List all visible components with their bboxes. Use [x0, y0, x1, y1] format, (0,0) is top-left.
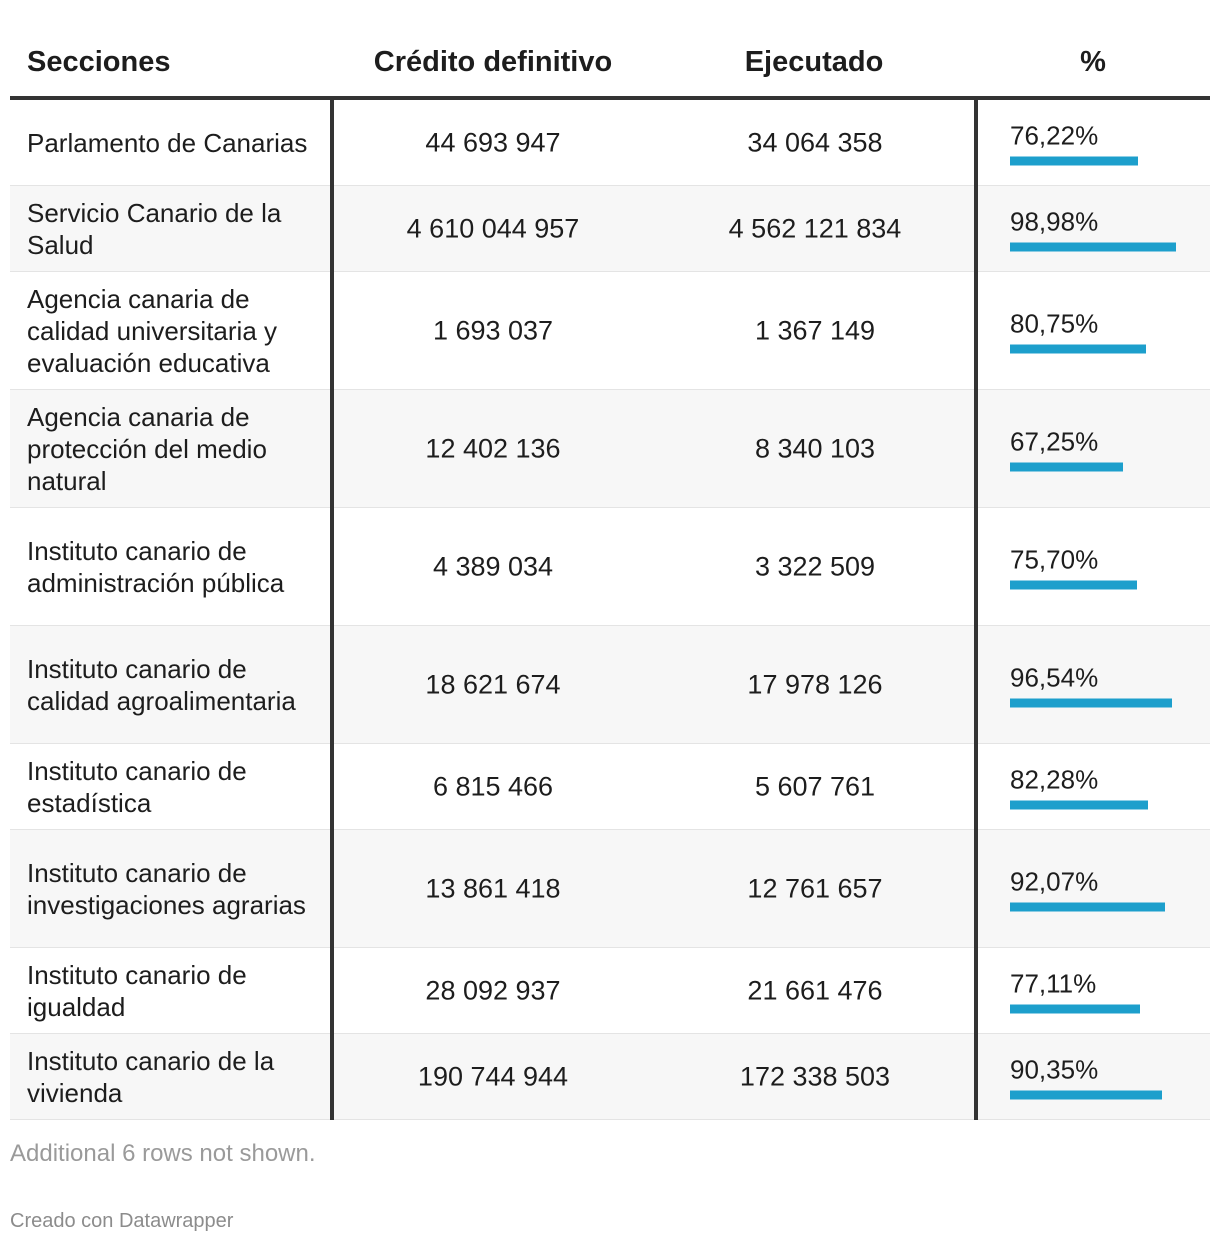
header-secciones[interactable]: Secciones	[27, 46, 171, 78]
cell-percent: 98,98%	[1010, 206, 1200, 251]
percent-bar-track	[1010, 580, 1178, 589]
cell-seccion: Instituto canario de igualdad	[27, 959, 247, 1022]
cell-ejecutado: 3 322 509	[754, 551, 876, 581]
table-body: Parlamento de Canarias 44 693 947 34 064 3…	[10, 100, 1210, 1120]
cell-seccion: Agencia canaria de protección del medio …	[27, 401, 267, 496]
percent-bar-track	[1010, 1090, 1178, 1099]
percent-bar-track	[1010, 242, 1178, 251]
percent-bar	[1010, 698, 1173, 707]
table-row: Instituto canario de administración públ…	[10, 508, 1210, 626]
cell-percent: 76,22%	[1010, 120, 1200, 165]
percent-label: 98,98%	[1010, 206, 1099, 236]
table-row: Instituto canario de investigaciones agr…	[10, 830, 1210, 948]
cell-percent: 75,70%	[1010, 544, 1200, 589]
cell-credito: 13 861 418	[425, 873, 561, 903]
percent-label: 82,28%	[1010, 764, 1099, 794]
cell-percent: 67,25%	[1010, 426, 1200, 471]
cell-percent: 96,54%	[1010, 662, 1200, 707]
table-row: Agencia canaria de calidad universitaria…	[10, 272, 1210, 390]
percent-label: 77,11%	[1010, 968, 1097, 998]
percent-bar	[1010, 800, 1149, 809]
percent-bar-track	[1010, 1004, 1178, 1013]
header-percent[interactable]: %	[1080, 46, 1106, 78]
cell-seccion: Instituto canario de investigaciones agr…	[27, 857, 306, 920]
cell-ejecutado: 5 607 761	[754, 771, 876, 801]
percent-bar	[1010, 242, 1177, 251]
table-row: Instituto canario de estadística 6 815 46…	[10, 744, 1210, 830]
cell-seccion: Agencia canaria de calidad universitaria…	[27, 283, 278, 378]
cell-ejecutado: 34 064 358	[747, 127, 883, 157]
table-row: Parlamento de Canarias 44 693 947 34 064 3…	[10, 100, 1210, 186]
cell-credito: 4 389 034	[432, 551, 554, 581]
percent-label: 92,07%	[1010, 866, 1099, 896]
percent-label: 96,54%	[1010, 662, 1099, 692]
cell-seccion: Parlamento de Canarias	[27, 127, 308, 158]
cell-credito: 190 744 944	[417, 1061, 569, 1091]
percent-bar	[1010, 156, 1139, 165]
cell-seccion: Instituto canario de la vivienda	[27, 1045, 275, 1108]
percent-label: 75,70%	[1010, 544, 1099, 574]
cell-ejecutado: 4 562 121 834	[728, 213, 902, 243]
cell-credito: 6 815 466	[432, 771, 554, 801]
percent-bar-track	[1010, 156, 1178, 165]
cell-credito: 12 402 136	[425, 433, 561, 463]
header-credito-definitivo[interactable]: Crédito definitivo	[373, 46, 613, 78]
cell-credito: 44 693 947	[425, 127, 561, 157]
cell-ejecutado: 8 340 103	[754, 433, 876, 463]
percent-bar-track	[1010, 344, 1178, 353]
cell-credito: 4 610 044 957	[406, 213, 580, 243]
percent-label: 76,22%	[1010, 120, 1099, 150]
cell-percent: 82,28%	[1010, 764, 1200, 809]
cell-seccion: Instituto canario de estadística	[27, 755, 247, 818]
percent-bar-track	[1010, 462, 1178, 471]
table-row: Servicio Canario de la Salud 4 610 044 95…	[10, 186, 1210, 272]
cell-credito: 1 693 037	[432, 315, 554, 345]
data-table: Secciones Crédito definitivo Ejecutado %…	[10, 0, 1210, 1120]
cell-percent: 92,07%	[1010, 866, 1200, 911]
cell-seccion: Servicio Canario de la Salud	[27, 197, 282, 260]
cell-percent: 90,35%	[1010, 1054, 1200, 1099]
percent-bar	[1010, 580, 1138, 589]
cell-ejecutado: 21 661 476	[747, 975, 883, 1005]
percent-bar	[1010, 1004, 1140, 1013]
column-divider	[330, 100, 334, 1120]
cell-percent: 80,75%	[1010, 308, 1200, 353]
footer-credit[interactable]: Creado con Datawrapper	[10, 1210, 234, 1232]
footer-note: Additional 6 rows not shown.	[10, 1140, 316, 1167]
cell-percent: 77,11%	[1010, 968, 1200, 1013]
cell-ejecutado: 17 978 126	[747, 669, 883, 699]
percent-label: 90,35%	[1010, 1054, 1099, 1084]
cell-ejecutado: 12 761 657	[747, 873, 883, 903]
table-row: Instituto canario de calidad agroaliment…	[10, 626, 1210, 744]
column-divider	[974, 100, 978, 1120]
header-ejecutado[interactable]: Ejecutado	[744, 46, 884, 78]
percent-bar	[1010, 344, 1146, 353]
cell-ejecutado: 172 338 503	[739, 1061, 891, 1091]
cell-seccion: Instituto canario de calidad agroaliment…	[27, 653, 296, 716]
percent-bar	[1010, 462, 1123, 471]
table-row: Instituto canario de la vivienda 190 744 …	[10, 1034, 1210, 1120]
percent-label: 67,25%	[1010, 426, 1099, 456]
percent-bar	[1010, 1090, 1162, 1099]
percent-label: 80,75%	[1010, 308, 1099, 338]
table-row: Agencia canaria de protección del medio …	[10, 390, 1210, 508]
cell-seccion: Instituto canario de administración públ…	[27, 535, 285, 598]
cell-credito: 28 092 937	[425, 975, 561, 1005]
table-header: Secciones Crédito definitivo Ejecutado %	[10, 0, 1210, 100]
cell-credito: 18 621 674	[425, 669, 561, 699]
percent-bar-track	[1010, 698, 1178, 707]
percent-bar-track	[1010, 902, 1178, 911]
percent-bar	[1010, 902, 1165, 911]
cell-ejecutado: 1 367 149	[754, 315, 876, 345]
table-row: Instituto canario de igualdad 28 092 937 2…	[10, 948, 1210, 1034]
percent-bar-track	[1010, 800, 1178, 809]
